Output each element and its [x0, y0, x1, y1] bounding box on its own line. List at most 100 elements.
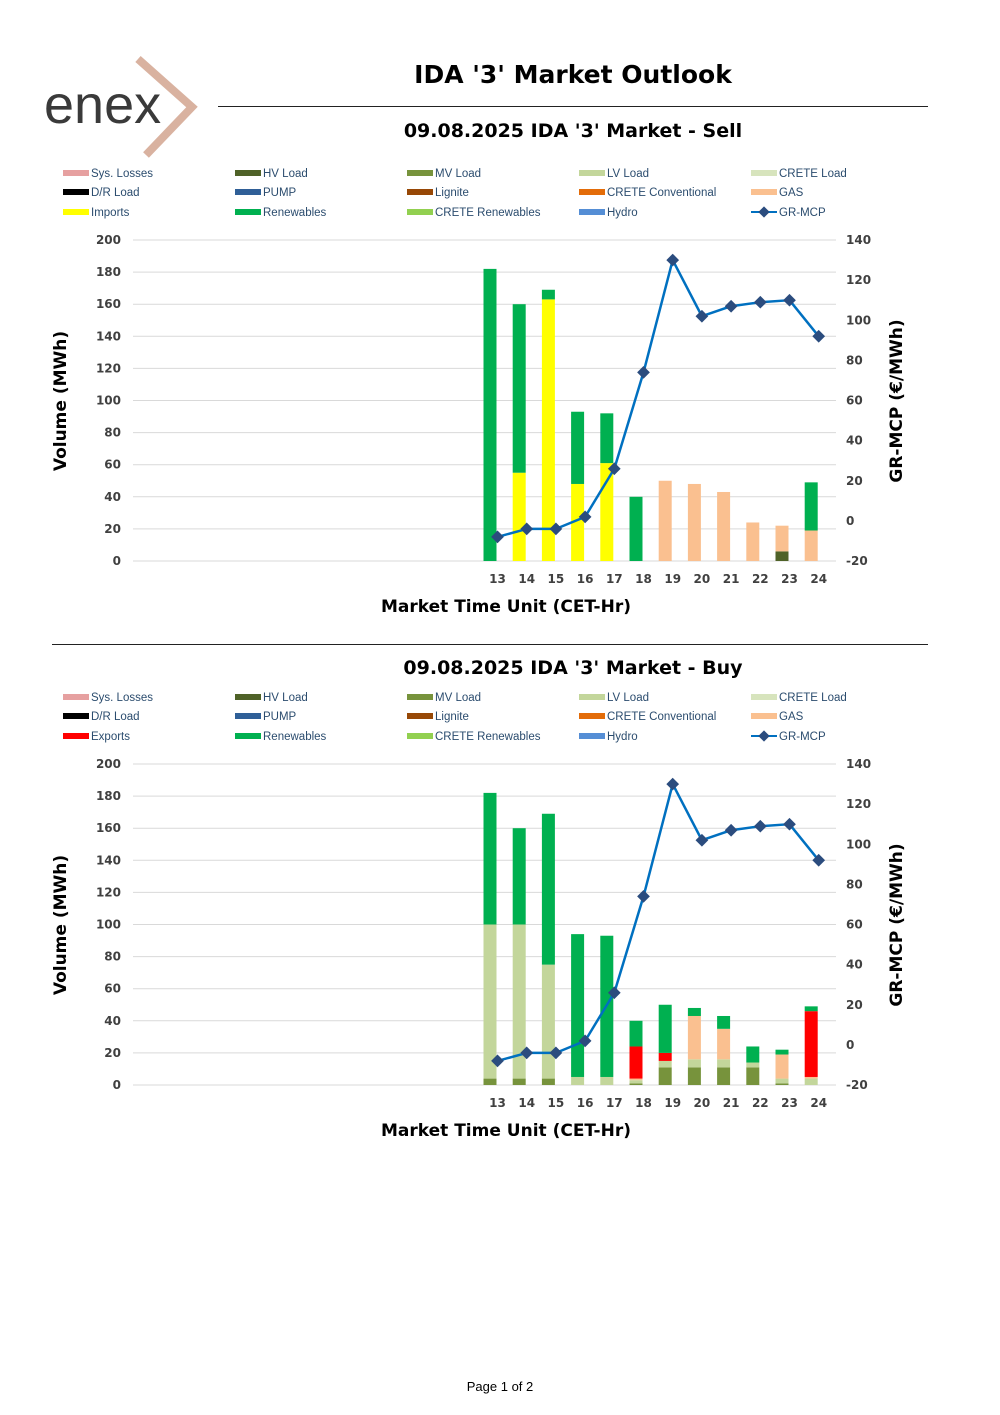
x-tick-label: 14 [518, 1096, 535, 1110]
buy-chart-title: 09.08.2025 IDA '3' Market - Buy [403, 657, 743, 679]
legend-label: CRETE Renewables [435, 731, 541, 743]
y2-axis-label: GR-MCP (€/MWh) [887, 843, 907, 1006]
legend-item-lignite: Lignite [407, 711, 469, 723]
y-axis-label: Volume (MWh) [51, 855, 71, 995]
legend-item-gr-mcp: GR-MCP [751, 206, 826, 219]
bar-renewables-16 [571, 934, 585, 1077]
y-tick-label: 180 [96, 789, 121, 803]
legend-label: Hydro [607, 731, 638, 743]
legend-swatch [579, 713, 605, 719]
y-tick-label: 20 [104, 1046, 121, 1060]
y-tick-label: 200 [96, 233, 121, 247]
legend-label: D/R Load [91, 187, 140, 199]
bar-lv-load-15 [541, 964, 555, 1079]
legend-item-crete-conventional: CRETE Conventional [579, 187, 716, 199]
bar-exports-18 [629, 1046, 643, 1079]
bar-imports-14 [512, 472, 526, 561]
buy-chart: Sys. Losses HV Load MV Load LV Load CRETE Lo… [51, 692, 907, 1141]
bar-gas-23 [775, 525, 789, 552]
x-tick-label: 23 [781, 572, 798, 586]
legend-swatch [407, 209, 433, 215]
legend-label: Exports [91, 731, 130, 743]
bar-imports-16 [571, 483, 585, 561]
x-tick-label: 19 [664, 1096, 681, 1110]
legend-item-lv-load: LV Load [579, 692, 649, 704]
x-tick-label: 22 [752, 1096, 769, 1110]
legend-item-lignite: Lignite [407, 187, 469, 199]
legend-item-d-r-load: D/R Load [63, 711, 140, 723]
header-divider [218, 106, 928, 107]
bar-gas-20 [687, 483, 701, 561]
legend-item-mv-load: MV Load [407, 692, 481, 704]
legend-swatch [751, 170, 777, 176]
bar-renewables-15 [541, 289, 555, 300]
legend-item-exports: Exports [63, 731, 130, 743]
legend-item-mv-load: MV Load [407, 168, 481, 180]
y2-tick-label: 120 [846, 273, 871, 287]
y-tick-label: 180 [96, 265, 121, 279]
legend-label: MV Load [435, 168, 481, 180]
series-imports [512, 299, 614, 561]
logo-mark [135, 56, 198, 158]
bar-hv-load-23 [775, 551, 789, 561]
y-tick-label: 120 [96, 885, 121, 899]
legend-item-crete-conventional: CRETE Conventional [579, 711, 716, 723]
bar-mv-load-23 [775, 1083, 789, 1085]
x-tick-label: 23 [781, 1096, 798, 1110]
legend-label: CRETE Renewables [435, 207, 541, 219]
series-exports [629, 1011, 818, 1079]
legend-item-crete-load: CRETE Load [751, 692, 847, 704]
bar-gas-21 [717, 1028, 731, 1060]
legend-label: PUMP [263, 711, 297, 723]
legend-label: Sys. Losses [91, 168, 153, 180]
bar-renewables-24 [804, 482, 818, 531]
legend-item-hydro: Hydro [579, 731, 638, 743]
bar-renewables-21 [717, 1015, 731, 1029]
bar-lv-load-16 [571, 1076, 585, 1085]
legend-item-renewables: Renewables [235, 731, 327, 743]
x-tick-label: 13 [489, 572, 506, 586]
bar-lv-load-19 [658, 1060, 672, 1068]
y-tick-label: 0 [113, 554, 121, 568]
logo-text: enex [44, 75, 161, 135]
legend-item-hv-load: HV Load [235, 168, 308, 180]
legend-swatch [63, 733, 89, 739]
y2-tick-label: 80 [846, 353, 863, 367]
legend-label: GAS [779, 711, 804, 723]
gr-mcp-point-16 [578, 1034, 592, 1048]
y-tick-label: 100 [96, 394, 121, 408]
legend-label: Renewables [263, 207, 327, 219]
legend-label: CRETE Conventional [607, 711, 716, 723]
series-mv-load [483, 1067, 789, 1085]
legend-label: Imports [91, 207, 130, 219]
bar-lv-load-17 [600, 1076, 614, 1085]
x-tick-label: 17 [606, 1096, 623, 1110]
series-renewables [483, 268, 818, 561]
x-tick-label: 20 [694, 572, 711, 586]
gr-mcp-point-19 [666, 253, 680, 267]
y-tick-label: 40 [104, 1014, 121, 1028]
legend-item-crete-renewables: CRETE Renewables [407, 207, 541, 219]
legend-swatch [63, 694, 89, 700]
legend-swatch [751, 694, 777, 700]
y2-tick-label: 100 [846, 313, 871, 327]
legend-label: PUMP [263, 187, 297, 199]
bar-lv-load-20 [687, 1059, 701, 1068]
gr-mcp-point-19 [666, 777, 680, 791]
x-tick-label: 21 [723, 572, 740, 586]
legend-item-sys-losses: Sys. Losses [63, 692, 153, 704]
bar-lv-load-14 [512, 924, 526, 1079]
legend-label: Sys. Losses [91, 692, 153, 704]
bar-mv-load-15 [541, 1078, 555, 1085]
legend-item-pump: PUMP [235, 711, 297, 723]
bar-renewables-16 [571, 411, 585, 484]
legend-label: D/R Load [91, 711, 140, 723]
legend-item-crete-load: CRETE Load [751, 168, 847, 180]
series-lv-load [483, 924, 818, 1085]
y2-tick-label: 140 [846, 757, 871, 771]
enex-logo: enex [44, 56, 198, 158]
legend-swatch [63, 713, 89, 719]
x-tick-label: 15 [548, 572, 565, 586]
y2-axis-label: GR-MCP (€/MWh) [887, 319, 907, 482]
legend-swatch [235, 189, 261, 195]
